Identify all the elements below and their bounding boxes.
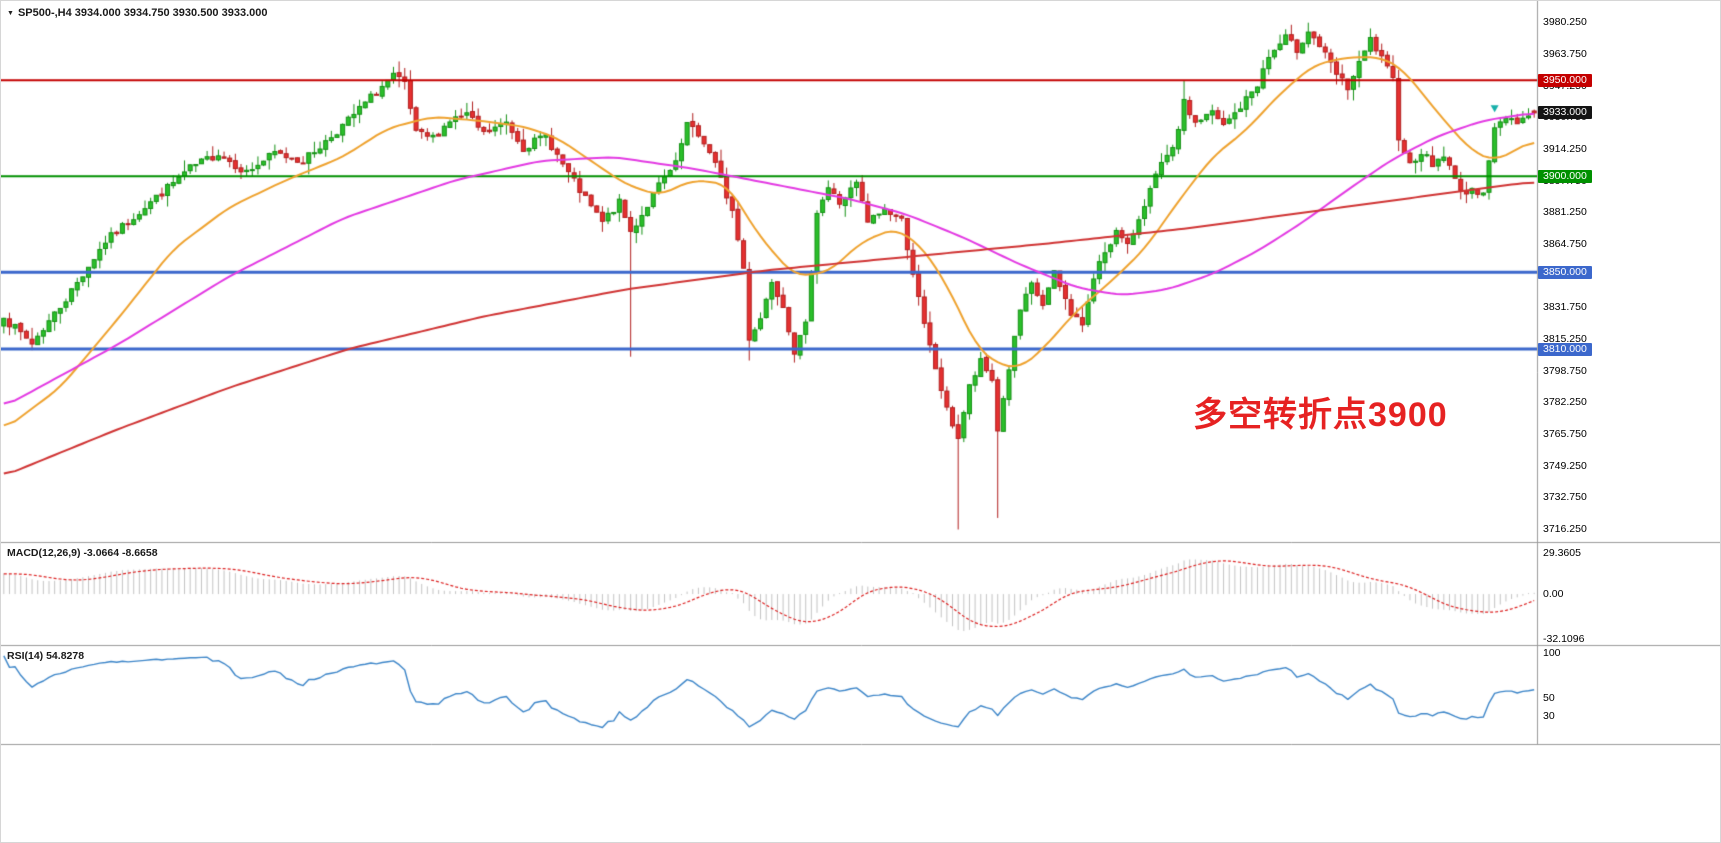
macd-axis-label: -32.1096 xyxy=(1543,633,1585,645)
current-price-badge: 3933.000 xyxy=(1538,106,1592,120)
rsi-axis-label: 50 xyxy=(1543,692,1555,704)
symbol-info: ▼ SP500-,H4 3934.000 3934.750 3930.500 3… xyxy=(7,7,268,19)
macd-axis-label: 0.00 xyxy=(1543,588,1564,601)
level-badge-3950.000[interactable]: 3950.000 xyxy=(1538,73,1592,87)
symbol-dropdown-icon[interactable]: ▼ xyxy=(7,9,14,17)
price-axis-label: 3732.750 xyxy=(1543,491,1587,504)
price-axis-label: 3765.750 xyxy=(1543,427,1587,440)
level-badge-3810.000[interactable]: 3810.000 xyxy=(1538,342,1592,356)
price-axis-label: 3914.250 xyxy=(1543,142,1587,155)
price-axis-label: 3963.750 xyxy=(1543,47,1587,60)
price-axis-label: 3980.250 xyxy=(1543,16,1587,29)
price-axis-label: 3815.250 xyxy=(1543,332,1587,345)
rsi-axis-label: 100 xyxy=(1543,647,1561,659)
price-axis-label: 3864.750 xyxy=(1543,237,1587,250)
rsi-indicator-label: RSI(14) 54.8278 xyxy=(7,650,85,662)
time-axis[interactable]: 3 Feb 20215 Feb 00:008 Feb 04:009 Feb 12… xyxy=(1,745,1720,769)
rsi-axis-label: 30 xyxy=(1543,710,1555,722)
price-axis-label: 3881.250 xyxy=(1543,206,1587,219)
price-axis-label: 3782.250 xyxy=(1543,396,1587,409)
chart-annotation-text: 多空转折点3900 xyxy=(1193,396,1448,434)
price-axis-label: 3798.750 xyxy=(1543,364,1587,377)
level-badge-3850.000[interactable]: 3850.000 xyxy=(1538,265,1592,279)
price-axis-label: 3749.250 xyxy=(1543,459,1587,472)
macd-indicator-label: MACD(12,26,9) -3.0664 -8.6658 xyxy=(7,547,158,559)
level-badge-3900.000[interactable]: 3900.000 xyxy=(1538,169,1592,183)
macd-axis-label: 29.3605 xyxy=(1543,547,1581,559)
symbol-ohlc-text: SP500-,H4 3934.000 3934.750 3930.500 393… xyxy=(17,7,268,19)
price-axis-label: 3831.750 xyxy=(1543,301,1587,314)
price-axis-label: 3716.250 xyxy=(1543,523,1587,535)
